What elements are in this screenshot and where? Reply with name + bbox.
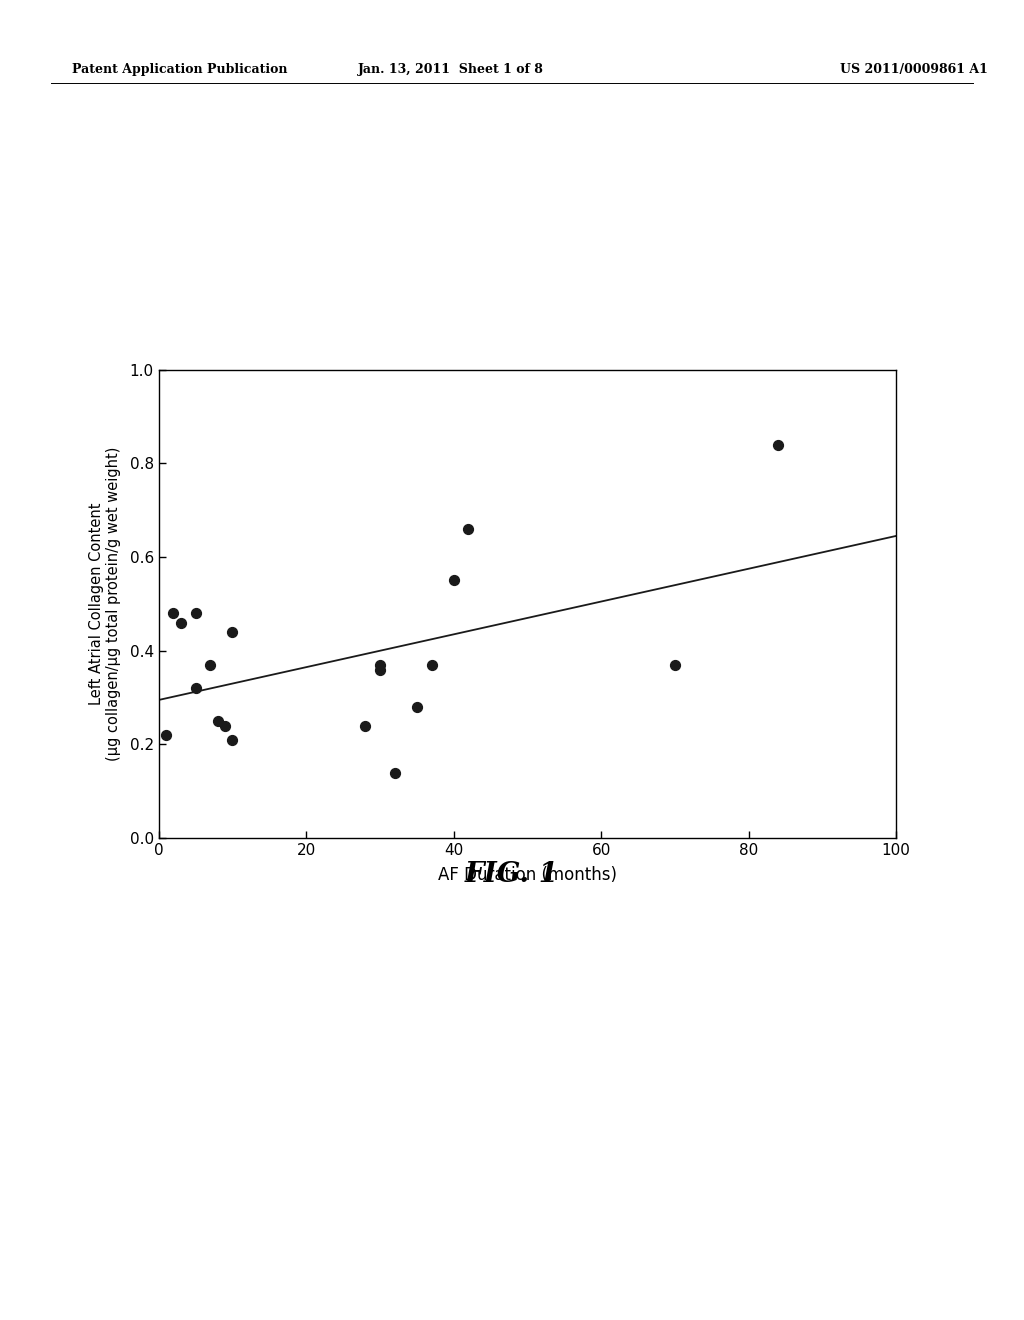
Point — [187, 677, 204, 698]
Point — [423, 655, 439, 676]
Text: Jan. 13, 2011  Sheet 1 of 8: Jan. 13, 2011 Sheet 1 of 8 — [357, 63, 544, 77]
Y-axis label: Left Atrial Collagen Content
(μg collagen/μg total protein/g wet weight): Left Atrial Collagen Content (μg collage… — [89, 446, 121, 762]
Point — [357, 715, 374, 737]
Point — [667, 655, 683, 676]
Point — [372, 655, 388, 676]
Text: Patent Application Publication: Patent Application Publication — [72, 63, 287, 77]
Point — [372, 659, 388, 680]
Point — [158, 725, 174, 746]
X-axis label: AF Duration (months): AF Duration (months) — [438, 866, 616, 884]
Point — [217, 715, 233, 737]
Point — [770, 434, 786, 455]
Point — [445, 570, 462, 591]
Point — [165, 603, 181, 624]
Text: FIG. 1: FIG. 1 — [465, 861, 559, 887]
Point — [210, 710, 226, 731]
Point — [224, 622, 241, 643]
Point — [409, 697, 425, 718]
Point — [202, 655, 218, 676]
Point — [224, 729, 241, 750]
Point — [173, 612, 189, 634]
Point — [460, 519, 476, 540]
Point — [386, 762, 402, 783]
Point — [187, 603, 204, 624]
Text: US 2011/0009861 A1: US 2011/0009861 A1 — [840, 63, 987, 77]
